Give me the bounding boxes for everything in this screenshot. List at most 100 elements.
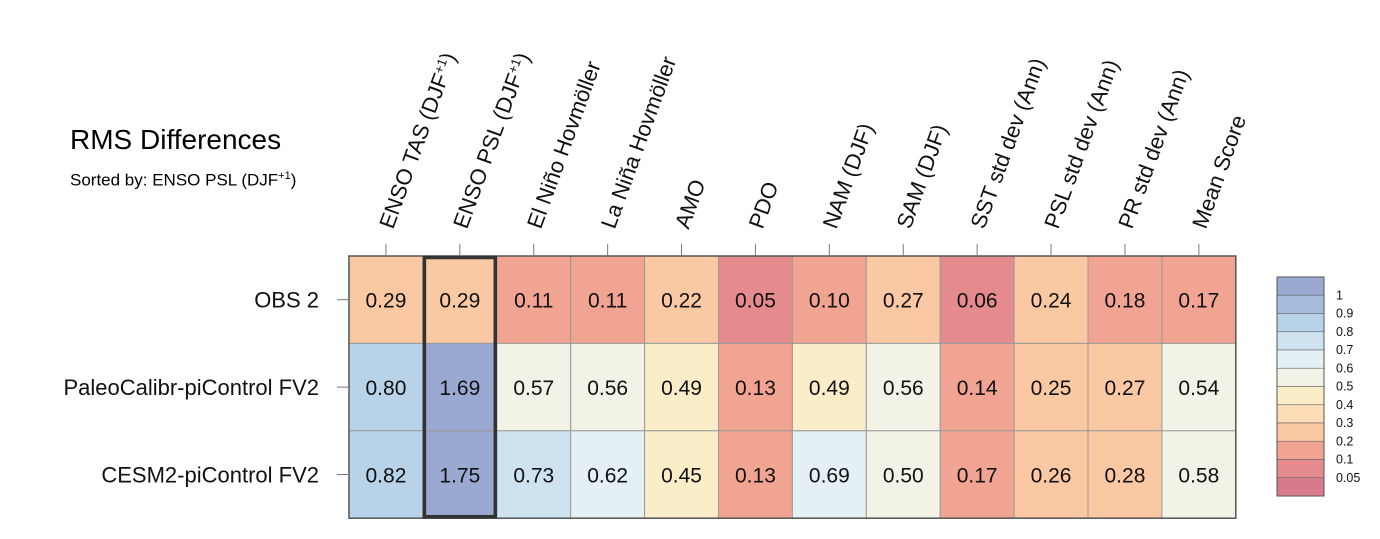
colorbar-tick-label: 0.2 xyxy=(1336,434,1353,448)
heatmap-cell xyxy=(422,255,498,344)
subtitle-suffix: ) xyxy=(290,170,297,190)
cell-value-label: 0.73 xyxy=(513,465,554,488)
cell-value-label: 0.18 xyxy=(1105,290,1146,313)
heatmap-cell xyxy=(1087,342,1163,432)
colorbar-tick-label: 0.6 xyxy=(1336,361,1353,375)
cell-value-label: 0.17 xyxy=(1178,290,1219,313)
cell-value-label: 0.49 xyxy=(661,377,702,400)
heatmap-cell xyxy=(1087,255,1163,344)
column-label: PSL std dev (Ann) xyxy=(1039,56,1123,232)
heatmap-cell xyxy=(422,342,498,432)
cell-value-label: 0.27 xyxy=(1105,377,1146,400)
chart-subtitle: Sorted by: ENSO PSL (DJF+1) xyxy=(70,170,296,191)
cell-value-label: 0.57 xyxy=(513,377,554,400)
cell-value-label: 0.29 xyxy=(366,290,407,313)
column-label: SST std dev (Ann) xyxy=(965,55,1050,232)
colorbar-swatch xyxy=(1276,349,1325,369)
heatmap-cell xyxy=(718,342,793,432)
heatmap-cell xyxy=(570,430,646,519)
subtitle-text: Sorted by: ENSO PSL (DJF xyxy=(70,170,279,190)
cell-value-label: 0.54 xyxy=(1178,377,1219,400)
cell-value-label: 0.28 xyxy=(1105,465,1146,488)
cell-value-label: 0.56 xyxy=(883,377,924,400)
heatmap-cell xyxy=(570,255,646,344)
heatmap-cell xyxy=(718,255,793,344)
column-label: Mean Score xyxy=(1187,112,1251,232)
cell-value-label: 1.69 xyxy=(439,377,480,400)
cell-value-label: 0.69 xyxy=(809,465,850,488)
colorbar-swatch xyxy=(1276,294,1325,314)
heatmap-cell xyxy=(939,342,1015,432)
column-label: ENSO PSL (DJF+1) xyxy=(448,49,535,232)
row-label: PaleoCalibr-piControl FV2 xyxy=(63,375,319,400)
colorbar-border xyxy=(1276,276,1325,497)
colorbar-swatch xyxy=(1276,331,1325,351)
highlighted-column-frame xyxy=(422,255,498,519)
colorbar-swatch xyxy=(1276,276,1325,296)
colorbar-tick-label: 0.05 xyxy=(1336,471,1360,485)
heatmap-cell xyxy=(1161,255,1237,344)
cell-value-label: 0.14 xyxy=(957,377,998,400)
cell-value-label: 0.58 xyxy=(1178,465,1219,488)
cell-value-label: 0.80 xyxy=(366,377,407,400)
heatmap-cell xyxy=(865,430,941,519)
column-label: SAM (DJF) xyxy=(891,121,952,232)
column-label: La Niña Hovmöller xyxy=(596,53,681,232)
cell-value-label: 0.11 xyxy=(588,290,627,313)
cell-value-label: 1.75 xyxy=(439,465,480,488)
cell-value-label: 0.62 xyxy=(587,465,628,488)
heatmap-cell xyxy=(718,430,793,519)
cell-value-label: 0.13 xyxy=(735,465,776,488)
column-label: AMO xyxy=(670,176,711,232)
colorbar-tick-label: 0.1 xyxy=(1336,453,1353,467)
heatmap-cell xyxy=(496,255,572,344)
cell-value-label: 0.27 xyxy=(883,290,924,313)
cell-value-label: 0.05 xyxy=(735,290,776,313)
row-label: OBS 2 xyxy=(254,288,319,313)
colorbar-tick-label: 0.7 xyxy=(1336,343,1353,357)
cell-value-label: 0.45 xyxy=(661,465,702,488)
column-label-superscript: +1 xyxy=(430,56,449,75)
heatmap-cell xyxy=(939,430,1015,519)
colorbar-tick-label: 0.3 xyxy=(1336,416,1353,430)
subtitle-superscript: +1 xyxy=(278,170,291,182)
cell-value-label: 0.26 xyxy=(1031,465,1072,488)
colorbar-tick-label: 0.5 xyxy=(1336,380,1353,394)
colorbar-tick-label: 0.4 xyxy=(1336,398,1353,412)
cell-value-label: 0.17 xyxy=(957,465,998,488)
cell-value-label: 0.13 xyxy=(735,377,776,400)
heatmap-cell xyxy=(1013,430,1089,519)
heatmap-cell xyxy=(1161,342,1237,432)
cell-value-label: 0.56 xyxy=(587,377,628,400)
heatmap-cell xyxy=(1013,255,1089,344)
cell-value-label: 0.49 xyxy=(809,377,850,400)
heatmap-cell xyxy=(644,342,719,432)
cell-value-label: 0.50 xyxy=(883,465,924,488)
colorbar-swatch xyxy=(1276,422,1325,442)
colorbar-swatch xyxy=(1276,404,1325,424)
heatmap-cell xyxy=(865,342,941,432)
colorbar-swatch xyxy=(1276,477,1325,497)
cell-value-label: 0.22 xyxy=(661,290,702,313)
colorbar-tick-label: 1 xyxy=(1336,288,1343,302)
column-label: PDO xyxy=(744,178,784,231)
colorbar-swatch xyxy=(1276,459,1325,479)
column-label: NAM (DJF) xyxy=(818,120,879,232)
column-label: ENSO TAS (DJF+1) xyxy=(374,49,461,232)
colorbar-tick-label: 0.9 xyxy=(1336,307,1353,321)
heatmap-cell xyxy=(496,342,572,432)
chart-title: RMS Differences xyxy=(70,124,282,155)
heatmap-cell xyxy=(348,430,424,519)
cell-value-label: 0.11 xyxy=(514,290,553,313)
cell-value-label: 0.29 xyxy=(439,290,480,313)
column-label: El Niño Hovmöller xyxy=(522,58,606,232)
heatmap-cell xyxy=(1161,430,1237,519)
cell-value-label: 0.10 xyxy=(809,290,850,313)
colorbar-tick-label: 0.8 xyxy=(1336,325,1353,339)
colorbar-swatch xyxy=(1276,313,1325,333)
column-label: PR std dev (Ann) xyxy=(1113,66,1194,232)
cell-value-label: 0.06 xyxy=(957,290,998,313)
colorbar-swatch xyxy=(1276,367,1325,387)
heatmap-cell xyxy=(644,255,719,344)
